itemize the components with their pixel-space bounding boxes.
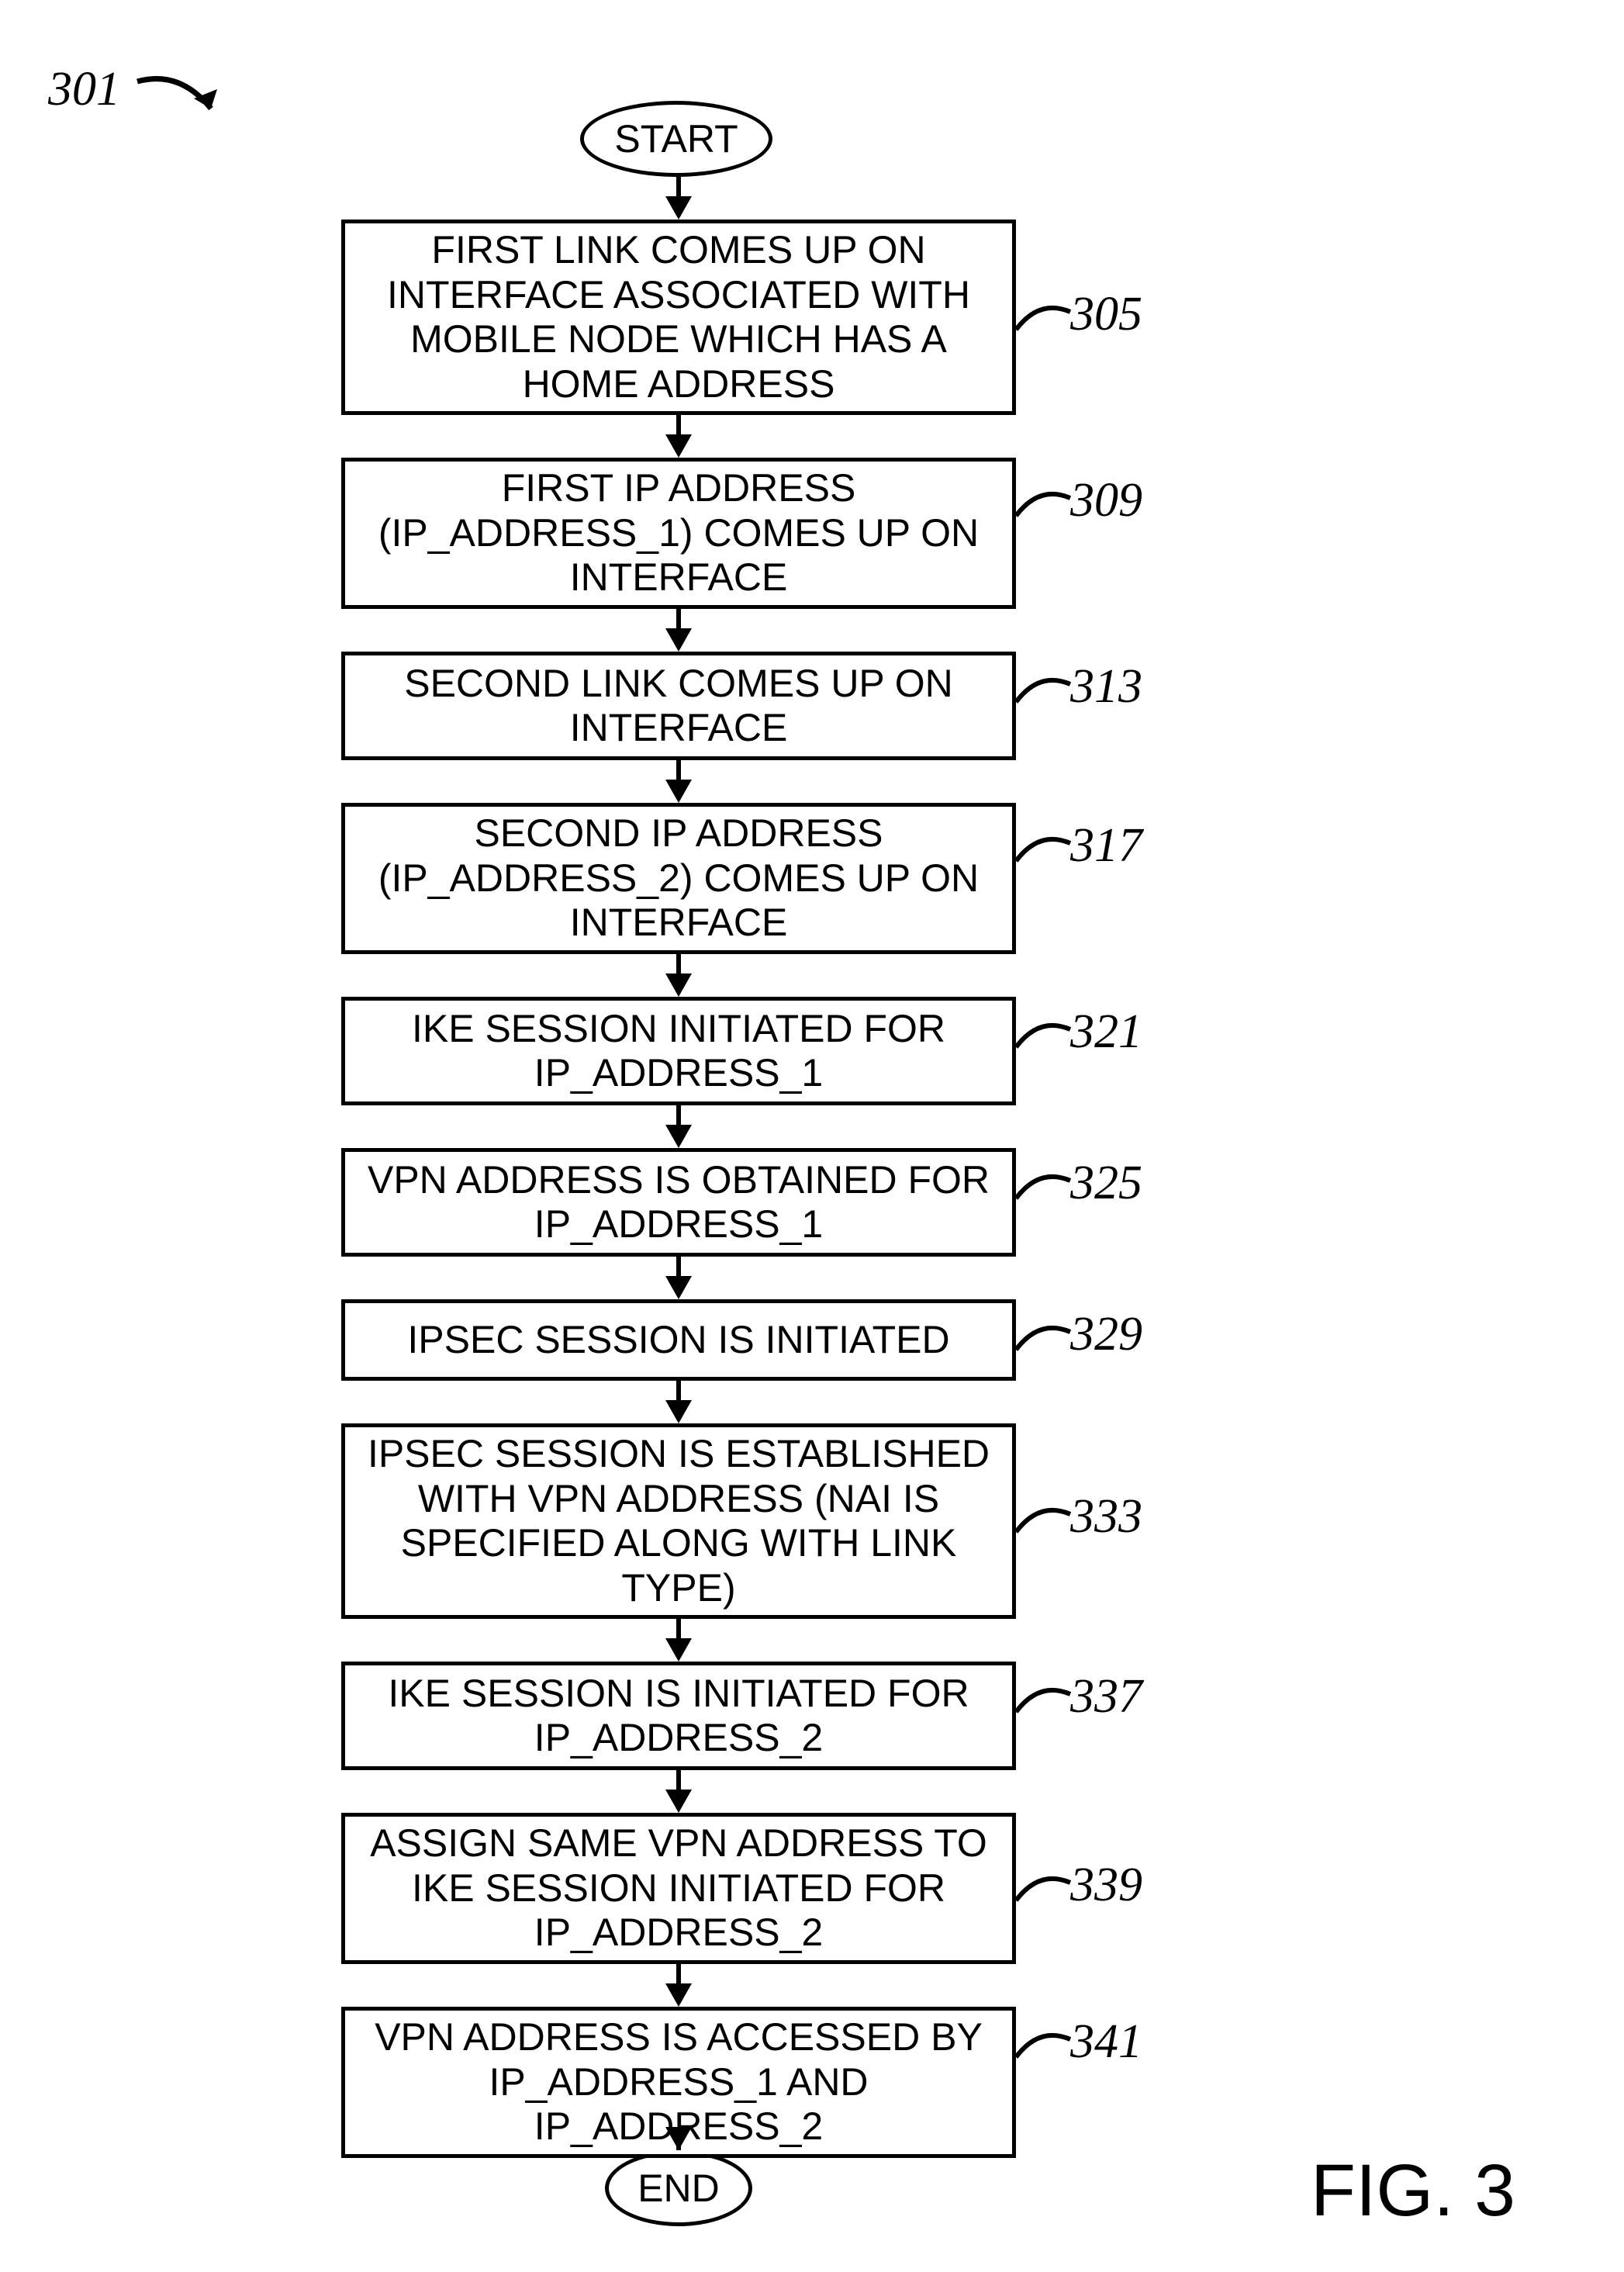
arrow-0-head [665, 196, 692, 220]
arrow-3-line [676, 760, 681, 781]
flowchart-canvas: 301 START END FIRST LINK COMES UP ON INTERF… [0, 0, 1624, 2272]
arrow-4-head [665, 973, 692, 997]
step-329-label: 329 [1070, 1307, 1142, 1362]
arrow-10-line [676, 1964, 681, 1985]
step-313-box: SECOND LINK COMES UP ON INTERFACE [341, 652, 1016, 760]
step-341-connector [1016, 2022, 1074, 2069]
step-305-label: 305 [1070, 287, 1142, 342]
step-321-connector [1016, 1012, 1074, 1059]
arrow-9-line [676, 1770, 681, 1791]
step-333-label: 333 [1070, 1489, 1142, 1544]
step-325-connector [1016, 1164, 1074, 1210]
step-337-box: IKE SESSION IS INITIATED FOR IP_ADDRESS_… [341, 1662, 1016, 1770]
arrow-1-line [676, 415, 681, 436]
arrow-5-line [676, 1105, 681, 1126]
step-305-box: FIRST LINK COMES UP ON INTERFACE ASSOCIA… [341, 220, 1016, 415]
step-339-box: ASSIGN SAME VPN ADDRESS TO IKE SESSION I… [341, 1813, 1016, 1964]
arrow-2-head [665, 628, 692, 652]
step-317-connector [1016, 826, 1074, 873]
step-337-connector [1016, 1677, 1074, 1724]
arrow-8-line [676, 1619, 681, 1640]
step-325-box: VPN ADDRESS IS OBTAINED FOR IP_ADDRESS_1 [341, 1148, 1016, 1257]
step-321-box: IKE SESSION INITIATED FOR IP_ADDRESS_1 [341, 997, 1016, 1105]
step-325-label: 325 [1070, 1156, 1142, 1211]
step-317-box: SECOND IP ADDRESS (IP_ADDRESS_2) COMES U… [341, 803, 1016, 954]
step-329-box: IPSEC SESSION IS INITIATED [341, 1299, 1016, 1381]
figure-caption: FIG. 3 [1311, 2149, 1515, 2233]
arrow-4-line [676, 954, 681, 975]
step-313-connector [1016, 667, 1074, 714]
arrow-7-line [676, 1381, 681, 1402]
arrow-7-head [665, 1400, 692, 1423]
arrow-1-head [665, 434, 692, 458]
arrow-2-line [676, 609, 681, 630]
step-333-connector [1016, 1497, 1074, 1544]
step-309-box: FIRST IP ADDRESS (IP_ADDRESS_1) COMES UP… [341, 458, 1016, 609]
step-333-box: IPSEC SESSION IS ESTABLISHED WITH VPN AD… [341, 1423, 1016, 1619]
step-339-connector [1016, 1866, 1074, 1912]
arrow-3-head [665, 780, 692, 803]
arrow-10-head [665, 1983, 692, 2007]
arrow-0-line [676, 177, 681, 198]
step-339-label: 339 [1070, 1858, 1142, 1913]
step-341-label: 341 [1070, 2014, 1142, 2070]
arrow-6-head [665, 1276, 692, 1299]
arrow-5-head [665, 1125, 692, 1148]
arrow-6-line [676, 1257, 681, 1278]
arrow-9-head [665, 1790, 692, 1813]
step-321-label: 321 [1070, 1005, 1142, 1060]
arrow-8-head [665, 1638, 692, 1662]
figure-ref-hook [133, 66, 226, 136]
figure-ref-label: 301 [48, 62, 120, 117]
arrow-end-head [665, 2127, 692, 2150]
step-309-connector [1016, 481, 1074, 527]
step-305-connector [1016, 295, 1074, 341]
step-313-label: 313 [1070, 659, 1142, 714]
step-337-label: 337 [1070, 1669, 1142, 1724]
start-terminal: START [580, 101, 772, 177]
step-317-label: 317 [1070, 818, 1142, 873]
step-329-connector [1016, 1315, 1074, 1361]
end-terminal: END [605, 2150, 752, 2226]
step-309-label: 309 [1070, 473, 1142, 528]
